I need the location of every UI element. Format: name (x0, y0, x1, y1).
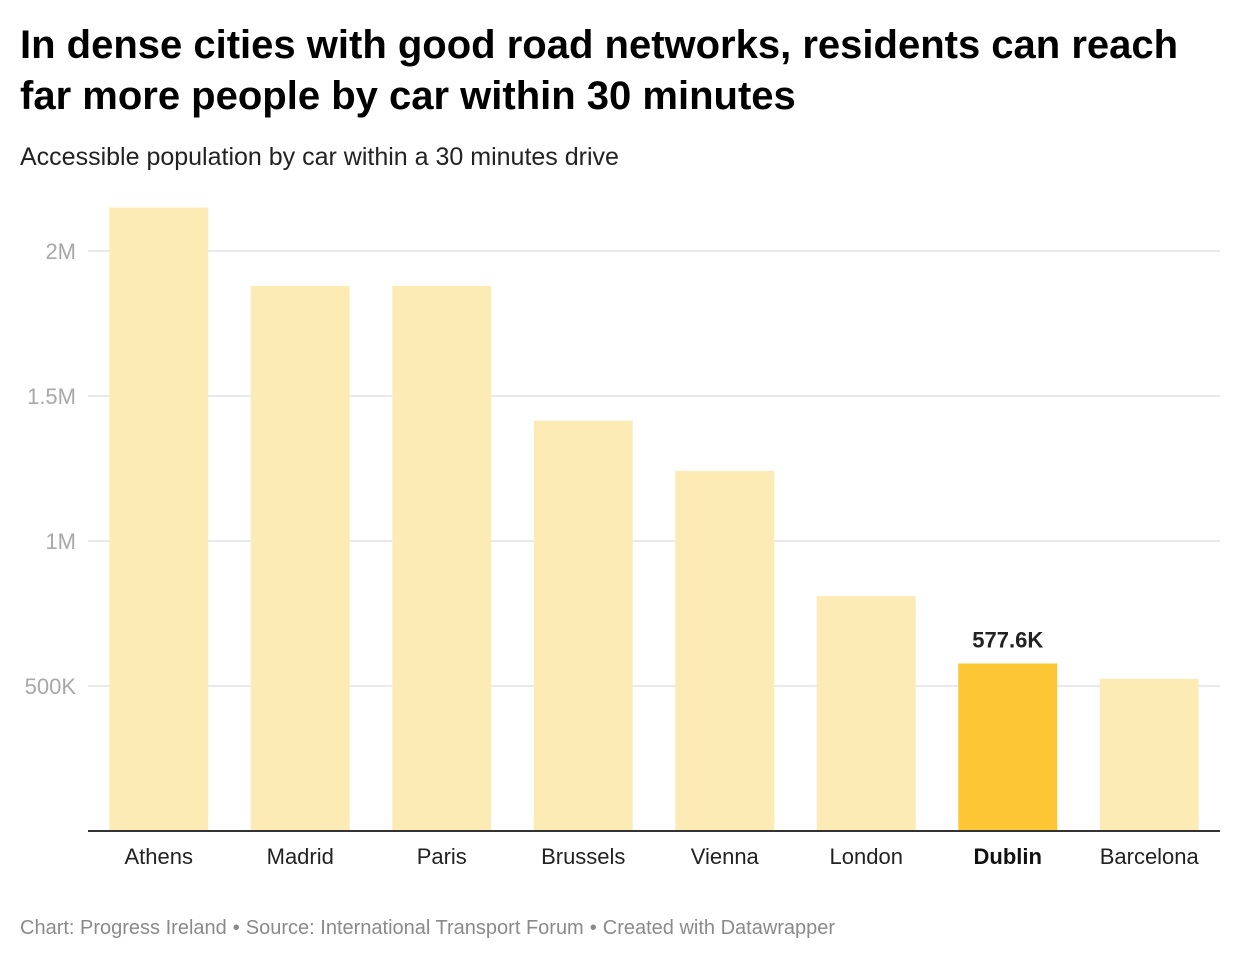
bar-paris (392, 285, 492, 831)
x-tick-label: Paris (417, 844, 467, 869)
x-tick-label: Brussels (541, 844, 625, 869)
y-tick-label: 1M (45, 529, 76, 554)
footer-separator: • (232, 917, 240, 939)
chart-title: In dense cities with good road networks,… (20, 23, 1179, 118)
chart-credit: Chart: Progress Ireland (20, 917, 227, 939)
y-tick-label: 2M (45, 239, 76, 264)
y-tick-label: 1.5M (27, 384, 76, 409)
chart-subtitle: Accessible population by car within a 30… (20, 143, 619, 171)
bar-london (816, 596, 916, 831)
bar-vienna (675, 470, 775, 831)
x-tick-label: Vienna (691, 844, 760, 869)
x-tick-label: Athens (125, 844, 194, 869)
footer-separator: • (589, 917, 597, 939)
x-tick-label: Dublin (974, 844, 1042, 869)
source-credit: Source: International Transport Forum (245, 917, 584, 939)
bar-chart: 500K 1M 1.5M 2M Athens Madrid Paris Brussels Vie… (25, 207, 1220, 869)
bar-brussels (533, 420, 633, 831)
bars (109, 207, 1199, 831)
bar-barcelona (1099, 678, 1199, 831)
tool-credit: Created with Datawrapper (602, 917, 836, 939)
x-tick-label: Barcelona (1100, 844, 1200, 869)
footer: Chart: Progress Ireland • Source: Internat… (20, 915, 835, 941)
y-tick-label: 500K (25, 674, 77, 699)
labels: 500K 1M 1.5M 2M Athens Madrid Paris Brussels Vie… (25, 239, 1200, 869)
bar-athens (109, 207, 209, 831)
bar-madrid (250, 285, 350, 831)
x-tick-label: London (830, 844, 903, 869)
bar-dublin (958, 663, 1058, 831)
data-label: 577.6K (972, 627, 1043, 652)
x-tick-label: Madrid (267, 844, 334, 869)
